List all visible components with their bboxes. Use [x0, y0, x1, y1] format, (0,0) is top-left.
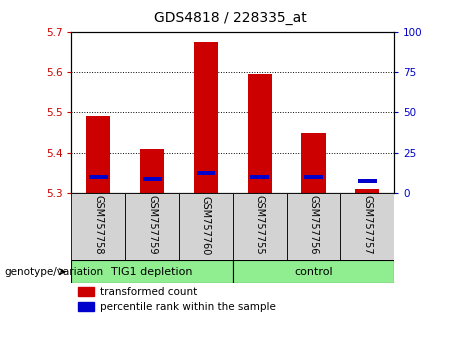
- Bar: [125, 193, 179, 260]
- Text: transformed count: transformed count: [100, 287, 198, 297]
- Text: GSM757756: GSM757756: [308, 195, 319, 255]
- Text: TIG1 depletion: TIG1 depletion: [112, 267, 193, 277]
- Bar: [301, 132, 325, 193]
- Bar: [340, 193, 394, 260]
- Text: GSM757758: GSM757758: [93, 195, 103, 255]
- Text: genotype/variation: genotype/variation: [5, 267, 104, 277]
- Bar: [179, 193, 233, 260]
- Bar: [233, 193, 287, 260]
- Bar: [89, 175, 108, 179]
- Text: GSM757759: GSM757759: [147, 195, 157, 255]
- Bar: [78, 302, 94, 311]
- Bar: [71, 193, 125, 260]
- Bar: [233, 260, 394, 283]
- Bar: [194, 42, 218, 193]
- Bar: [196, 171, 215, 175]
- Bar: [143, 177, 161, 181]
- Bar: [358, 179, 377, 183]
- Bar: [86, 116, 111, 193]
- Bar: [304, 175, 323, 179]
- Bar: [71, 260, 233, 283]
- Bar: [248, 74, 272, 193]
- Text: GSM757760: GSM757760: [201, 195, 211, 255]
- Text: GSM757755: GSM757755: [254, 195, 265, 255]
- Bar: [355, 189, 379, 193]
- Text: control: control: [294, 267, 333, 277]
- Bar: [78, 287, 94, 296]
- Bar: [250, 175, 269, 179]
- Text: GDS4818 / 228335_at: GDS4818 / 228335_at: [154, 11, 307, 25]
- Text: GSM757757: GSM757757: [362, 195, 372, 255]
- Bar: [140, 149, 164, 193]
- Bar: [287, 193, 340, 260]
- Text: percentile rank within the sample: percentile rank within the sample: [100, 302, 277, 312]
